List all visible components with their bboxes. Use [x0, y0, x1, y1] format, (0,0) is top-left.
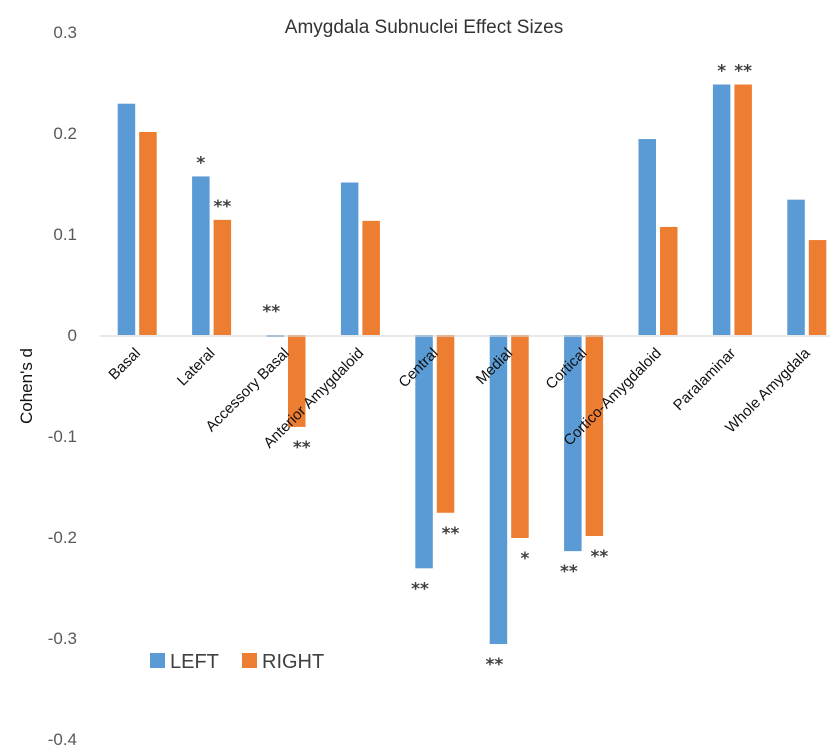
y-tick-label: -0.4	[48, 730, 77, 749]
significance-marker: **	[262, 302, 280, 322]
significance-marker: **	[560, 562, 578, 582]
chart-title: Amygdala Subnuclei Effect Sizes	[285, 17, 563, 38]
bar-right	[213, 219, 232, 335]
bar-right	[734, 84, 752, 336]
significance-marker: **	[734, 62, 752, 82]
significance-marker: **	[213, 197, 231, 217]
category-label: Basal	[105, 345, 144, 384]
y-tick-label: -0.2	[48, 528, 77, 547]
bar-left	[564, 335, 582, 552]
significance-marker: **	[442, 524, 460, 544]
bar-right	[436, 335, 455, 513]
y-axis-ticks: 0.3 0.2 0.1 0 -0.1 -0.2 -0.3 -0.4	[48, 23, 77, 749]
y-tick-label: -0.3	[48, 629, 77, 648]
bar-right	[511, 335, 529, 539]
bars-group	[117, 84, 827, 645]
legend-swatch-left	[150, 653, 165, 668]
bar-left	[712, 84, 731, 336]
bar-right	[139, 131, 157, 335]
legend: LEFT RIGHT	[150, 651, 324, 673]
bar-right	[660, 226, 678, 335]
bar-left	[117, 103, 136, 336]
category-label: Paralaminar	[670, 345, 739, 414]
y-tick-label: -0.1	[48, 427, 77, 446]
bar-left	[787, 199, 805, 335]
bar-left	[340, 182, 359, 335]
category-label: Lateral	[174, 345, 218, 389]
bar-right	[362, 220, 380, 335]
legend-label-left: LEFT	[170, 651, 219, 673]
legend-swatch-right	[242, 653, 257, 668]
legend-label-right: RIGHT	[262, 651, 324, 673]
significance-marker: *	[521, 549, 530, 569]
significance-marker: *	[717, 62, 726, 82]
bar-left	[192, 176, 210, 335]
significance-marker: **	[590, 547, 608, 567]
y-tick-label: 0	[68, 326, 77, 345]
bar-left	[489, 335, 508, 645]
y-tick-label: 0.1	[53, 225, 77, 244]
y-axis-label: Cohen's d	[17, 348, 36, 424]
bar-right	[288, 335, 306, 427]
significance-marker: *	[196, 153, 205, 173]
significance-marker: **	[411, 579, 429, 599]
significance-marker: **	[293, 438, 311, 458]
significance-marker: **	[486, 655, 504, 675]
bar-right	[808, 240, 827, 335]
bar-right	[585, 335, 604, 536]
y-tick-label: 0.2	[53, 124, 77, 143]
bar-left	[415, 335, 433, 569]
y-tick-label: 0.3	[53, 23, 77, 42]
bar-left	[638, 139, 656, 335]
significance-annotations: ******************* **	[196, 62, 752, 676]
